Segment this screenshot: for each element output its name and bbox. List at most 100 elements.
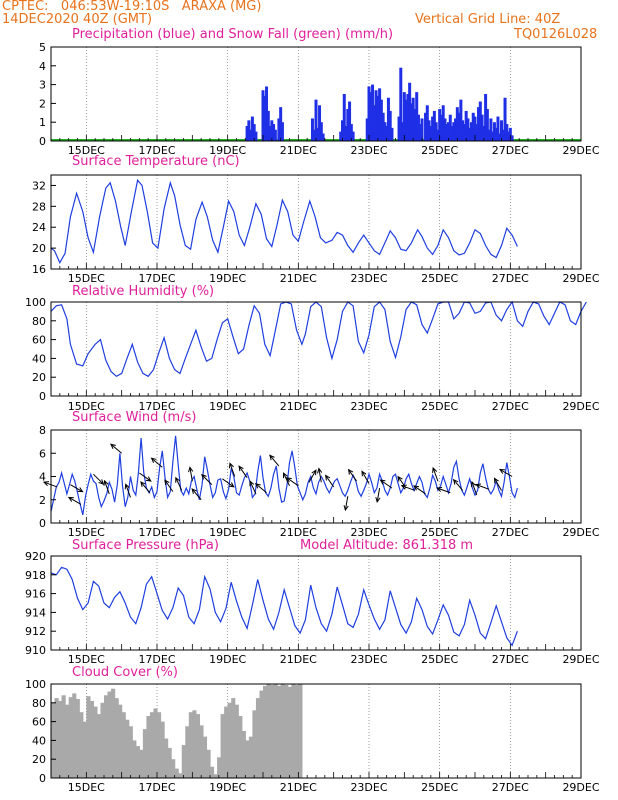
y-tick-label: 24	[32, 221, 46, 234]
cloud-bar	[224, 706, 229, 778]
wind-arrow	[201, 474, 213, 485]
wind-arrow	[104, 480, 110, 495]
precip-bar	[508, 127, 512, 141]
precip-bar	[475, 124, 479, 141]
precip-bar	[379, 99, 383, 141]
precip-bar	[408, 82, 412, 141]
cloud-bar	[206, 749, 211, 778]
precip-bar	[279, 107, 283, 141]
wind-arrow	[432, 467, 439, 482]
precip-bar	[341, 120, 344, 141]
wind-arrow-head	[375, 496, 381, 504]
wind-arrow-head	[124, 483, 130, 490]
y-tick-label: 100	[25, 296, 46, 309]
precip-bar	[450, 125, 454, 141]
precip-bar	[367, 86, 371, 141]
precip-bar	[429, 125, 433, 141]
y-tick-label: 0	[39, 390, 46, 403]
precip-bar	[459, 99, 463, 141]
precip-bar	[249, 129, 253, 141]
precip-bar	[371, 84, 375, 141]
y-tick-label: 910	[25, 644, 46, 657]
cloud-bar	[96, 714, 102, 778]
cloud-bar	[82, 721, 87, 778]
wind-arrow	[140, 481, 151, 494]
y-tick-label: 8	[39, 424, 46, 437]
precip-bar	[310, 118, 314, 141]
x-tick-label: 23DEC	[350, 400, 387, 413]
wind-arrow-head	[145, 476, 152, 482]
y-tick-label: 20	[32, 371, 46, 384]
wind-arrow-head	[379, 479, 386, 485]
precip-bar	[374, 90, 378, 141]
cloud-bar	[181, 745, 186, 778]
y-tick-label: 28	[32, 200, 46, 213]
x-tick-label: 25DEC	[421, 526, 458, 539]
cloud-bar	[132, 740, 137, 778]
precip-bar	[503, 97, 507, 141]
precip-bar	[455, 107, 459, 141]
wind-arrow-head	[470, 480, 476, 487]
wind-arrow-head	[317, 467, 323, 474]
x-tick-label: 15DEC	[68, 144, 105, 157]
wind-arrow	[308, 469, 317, 483]
wind-arrow-head	[238, 465, 244, 472]
x-tick-label: 27DEC	[492, 781, 529, 794]
precip-bar	[252, 124, 256, 141]
cloud-bar	[135, 746, 140, 778]
precip-bar	[425, 105, 429, 141]
precip-bar	[448, 114, 452, 141]
y-tick-label: 0	[39, 517, 46, 530]
y-tick-label: 40	[32, 352, 46, 365]
x-tick-label: 17DEC	[138, 144, 175, 157]
precip-bar	[501, 129, 505, 141]
y-tick-label: 20	[32, 753, 46, 766]
x-tick-label: 23DEC	[350, 781, 387, 794]
wind-arrow	[475, 484, 490, 490]
x-tick-label: 29DEC	[562, 272, 599, 285]
x-tick-label: 23DEC	[350, 653, 387, 666]
cloud-bar	[86, 696, 91, 778]
cloud-bar	[79, 712, 84, 778]
y-tick-label: 4	[39, 471, 46, 484]
cloud-bar	[192, 710, 197, 778]
wind-arrow-head	[228, 462, 234, 469]
cloud-bar	[142, 729, 147, 778]
cloud-bar	[202, 736, 208, 778]
precip-bar	[344, 125, 348, 141]
precip-bar	[498, 133, 502, 141]
panel-frame	[50, 555, 582, 651]
precip-bar	[378, 88, 382, 141]
x-tick-label: 29DEC	[562, 144, 599, 157]
wind-arrow	[238, 465, 248, 478]
wind-arrow	[436, 487, 451, 494]
cloud-bar	[125, 719, 130, 778]
x-tick-label: 27DEC	[492, 400, 529, 413]
x-tick-label: 17DEC	[138, 526, 175, 539]
cloud-bar	[171, 759, 176, 778]
precip-bar	[494, 127, 498, 141]
precip-bar	[261, 90, 265, 141]
series-line	[50, 300, 587, 378]
cloud-bar	[61, 695, 66, 778]
cloud-bar	[128, 726, 133, 778]
cloud-bar	[153, 708, 158, 778]
cloud-bar	[174, 768, 179, 778]
precip-bar	[388, 110, 392, 141]
precip-bar	[404, 99, 408, 141]
wind-arrow-head	[249, 480, 255, 487]
wind-arrow	[376, 488, 381, 502]
x-tick-label: 15DEC	[68, 400, 105, 413]
y-tick-label: 3	[39, 79, 46, 92]
y-tick-label: 60	[32, 716, 46, 729]
precip-bar	[489, 118, 493, 141]
cloud-bar	[217, 757, 222, 778]
cloud-bar	[270, 684, 275, 778]
y-tick-label: 914	[25, 606, 46, 619]
x-tick-label: 15DEC	[68, 781, 105, 794]
wind-arrow	[255, 483, 267, 494]
wind-arrow-head	[347, 468, 354, 475]
precip-bar	[372, 105, 376, 141]
x-tick-label: 19DEC	[209, 144, 246, 157]
wind-arrow	[125, 484, 131, 498]
